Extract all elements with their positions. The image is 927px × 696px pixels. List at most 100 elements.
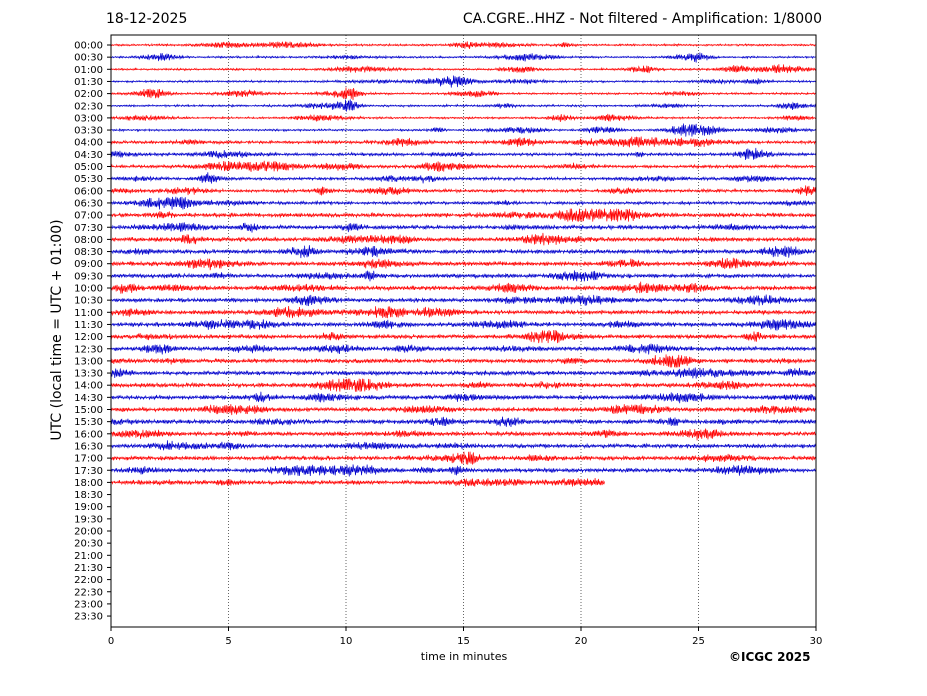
vertical-grid (228, 35, 699, 627)
trace-row-09:30 (110, 270, 817, 282)
y-tick-label-11:00: 11:00 (74, 308, 103, 319)
trace-row-13:30 (110, 367, 817, 379)
trace-row-01:30 (110, 75, 817, 88)
y-tick-label-01:30: 01:30 (74, 77, 103, 88)
trace-row-16:30 (110, 440, 817, 451)
y-tick-label-15:30: 15:30 (74, 417, 103, 428)
x-tick-label-30: 30 (810, 636, 823, 647)
y-tick-label-18:30: 18:30 (74, 490, 103, 501)
station-title: CA.CGRE..HHZ - Not filtered - Amplificat… (462, 11, 822, 27)
y-tick-label-18:00: 18:00 (74, 478, 103, 489)
y-tick-label-07:00: 07:00 (74, 211, 103, 222)
trace-row-15:30 (110, 416, 817, 427)
trace-row-15:00 (110, 403, 817, 416)
trace-row-07:00 (110, 208, 817, 222)
trace-row-02:00 (110, 87, 817, 101)
y-tick-label-09:30: 09:30 (74, 271, 103, 282)
y-tick-label-16:00: 16:00 (74, 429, 103, 440)
y-tick-label-02:00: 02:00 (74, 89, 103, 100)
trace-row-13:00 (110, 354, 817, 368)
y-tick-label-10:00: 10:00 (74, 284, 103, 295)
trace-row-11:00 (110, 306, 817, 319)
trace-row-01:00 (110, 64, 817, 74)
y-tick-label-00:00: 00:00 (74, 41, 103, 52)
trace-row-02:30 (110, 99, 817, 113)
x-tick-label-15: 15 (457, 636, 470, 647)
y-tick-label-22:30: 22:30 (74, 587, 103, 598)
y-tick-label-06:00: 06:00 (74, 186, 103, 197)
trace-row-07:30 (110, 222, 817, 233)
trace-row-12:00 (110, 330, 817, 344)
y-tick-label-08:00: 08:00 (74, 235, 103, 246)
y-tick-label-07:30: 07:30 (74, 223, 103, 234)
copyright-label: ©ICGC 2025 (729, 650, 811, 664)
trace-row-08:30 (110, 245, 817, 259)
x-tick-label-0: 0 (108, 636, 114, 647)
y-tick-label-19:00: 19:00 (74, 502, 103, 513)
trace-row-16:00 (110, 428, 817, 441)
y-tick-label-12:00: 12:00 (74, 332, 103, 343)
trace-row-04:00 (110, 136, 817, 148)
y-tick-label-21:30: 21:30 (74, 563, 103, 574)
y-tick-label-06:30: 06:30 (74, 198, 103, 209)
trace-row-08:00 (110, 232, 817, 246)
x-axis-label: time in minutes (420, 650, 508, 663)
seismogram-traces (110, 41, 817, 487)
x-tick-label-20: 20 (575, 636, 588, 647)
y-tick-label-02:30: 02:30 (74, 101, 103, 112)
y-tick-label-14:00: 14:00 (74, 381, 103, 392)
y-tick-label-14:30: 14:30 (74, 393, 103, 404)
y-tick-label-20:30: 20:30 (74, 539, 103, 550)
y-tick-label-20:00: 20:00 (74, 527, 103, 538)
y-tick-label-17:00: 17:00 (74, 454, 103, 465)
y-tick-label-17:30: 17:30 (74, 466, 103, 477)
trace-row-18:00 (110, 478, 605, 487)
trace-row-05:00 (110, 160, 817, 172)
y-tick-label-08:30: 08:30 (74, 247, 103, 258)
trace-row-04:30 (110, 147, 817, 160)
trace-row-14:30 (110, 391, 817, 404)
y-tick-label-13:30: 13:30 (74, 369, 103, 380)
trace-row-11:30 (110, 319, 817, 331)
trace-row-00:00 (110, 41, 817, 49)
y-tick-label-16:30: 16:30 (74, 441, 103, 452)
x-tick-label-25: 25 (692, 636, 705, 647)
y-tick-label-03:30: 03:30 (74, 126, 103, 137)
trace-row-09:00 (110, 257, 817, 271)
y-tick-label-23:30: 23:30 (74, 612, 103, 623)
y-tick-label-21:00: 21:00 (74, 551, 103, 562)
y-tick-label-05:30: 05:30 (74, 174, 103, 185)
y-tick-label-04:30: 04:30 (74, 150, 103, 161)
y-tick-label-10:30: 10:30 (74, 296, 103, 307)
y-tick-label-11:30: 11:30 (74, 320, 103, 331)
trace-row-12:30 (110, 343, 817, 355)
trace-row-03:30 (110, 123, 817, 137)
trace-row-00:30 (110, 52, 817, 63)
y-tick-label-04:00: 04:00 (74, 138, 103, 149)
y-tick-label-09:00: 09:00 (74, 259, 103, 270)
y-tick-label-00:30: 00:30 (74, 53, 103, 64)
y-axis-label: UTC (local time = UTC + 01:00) (49, 219, 65, 441)
trace-row-10:30 (110, 294, 817, 307)
y-tick-label-15:00: 15:00 (74, 405, 103, 416)
y-tick-label-19:30: 19:30 (74, 514, 103, 525)
x-tick-label-5: 5 (225, 636, 231, 647)
y-tick-label-13:00: 13:00 (74, 356, 103, 367)
date-label: 18-12-2025 (106, 11, 188, 27)
trace-row-17:30 (110, 464, 817, 477)
trace-row-10:00 (110, 281, 817, 294)
trace-row-06:00 (110, 185, 817, 196)
y-tick-label-05:00: 05:00 (74, 162, 103, 173)
trace-row-06:30 (110, 196, 817, 210)
plot-frame (110, 34, 817, 628)
y-tick-label-22:00: 22:00 (74, 575, 103, 586)
trace-row-05:30 (110, 172, 817, 184)
trace-row-17:00 (110, 451, 817, 465)
y-tick-label-23:00: 23:00 (74, 599, 103, 610)
trace-row-03:00 (110, 113, 817, 123)
trace-row-14:00 (110, 378, 817, 392)
y-tick-label-12:30: 12:30 (74, 344, 103, 355)
x-axis-ticks: 0 5 10 15 20 25 30 (108, 627, 823, 647)
